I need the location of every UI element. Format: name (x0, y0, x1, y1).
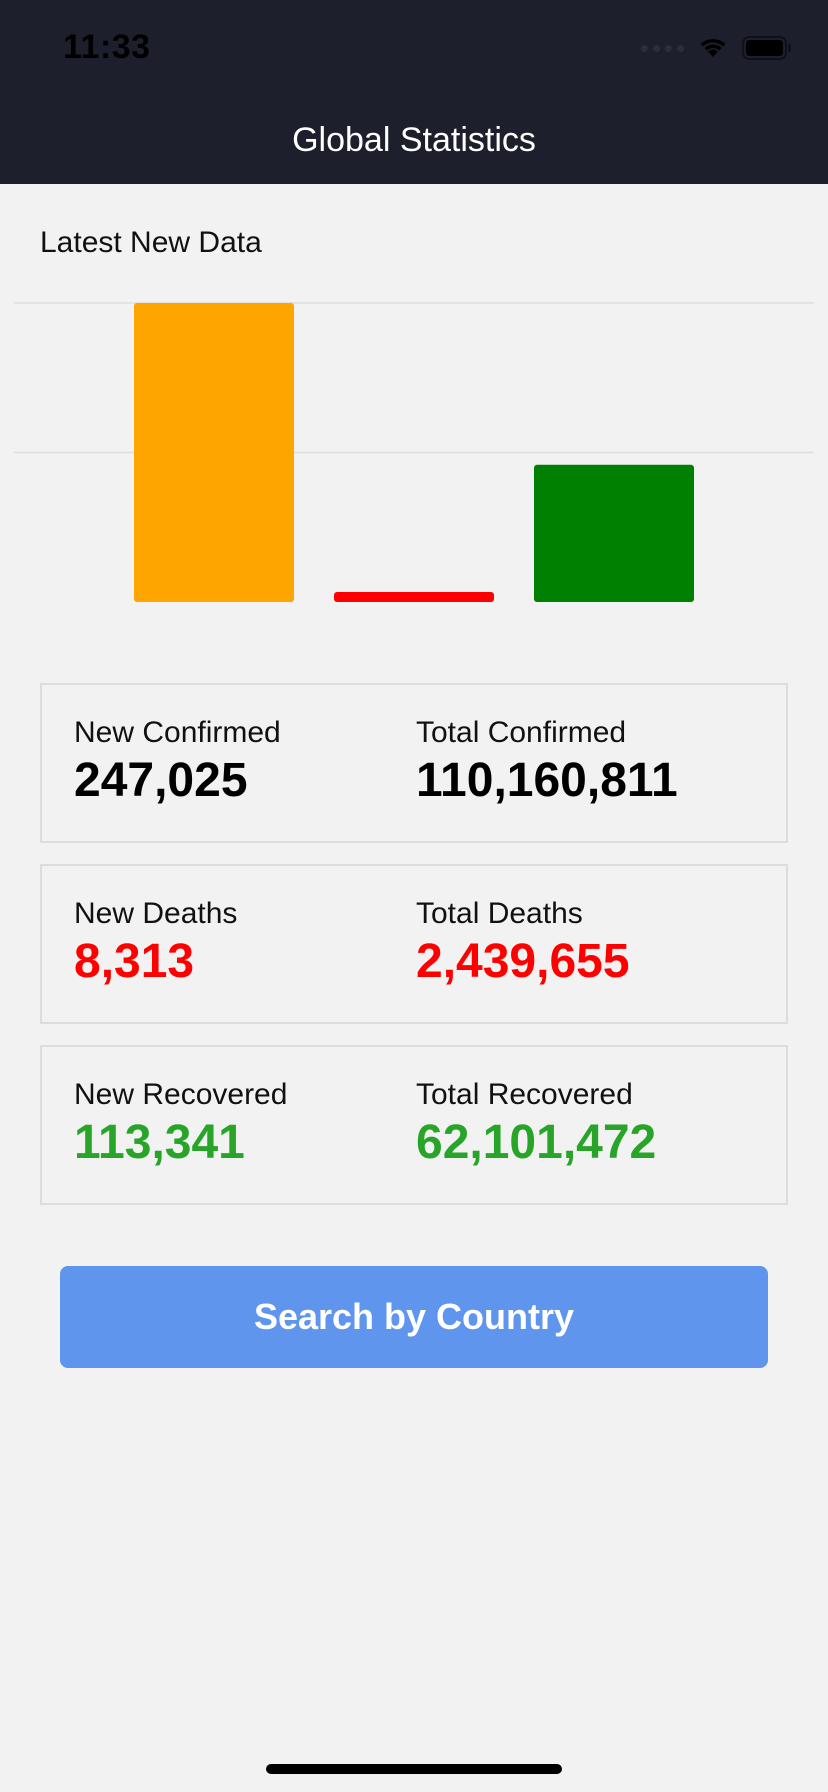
status-time: 11:33 (63, 28, 151, 66)
cellular-signal-icon (641, 44, 684, 52)
page-title: Global Statistics (292, 121, 536, 159)
total-confirmed-block: Total Confirmed 110,160,811 (416, 715, 678, 809)
wifi-icon (700, 38, 726, 57)
total-deaths-block: Total Deaths 2,439,655 (416, 896, 630, 990)
search-by-country-button[interactable]: Search by Country (60, 1266, 768, 1368)
recovered-card: New Recovered 113,341 Total Recovered 62… (40, 1045, 788, 1205)
status-icons (641, 36, 792, 60)
new-data-bar-chart (14, 302, 814, 602)
total-recovered-value: 62,101,472 (416, 1116, 657, 1169)
deaths-card: New Deaths 8,313 Total Deaths 2,439,655 (40, 864, 788, 1024)
section-label: Latest New Data (40, 226, 262, 259)
total-recovered-block: Total Recovered 62,101,472 (416, 1077, 656, 1171)
new-deaths-label: New Deaths (74, 897, 238, 930)
new-deaths-block: New Deaths 8,313 (74, 896, 237, 990)
top-bar: 11:33 Global Statistics (0, 0, 828, 184)
total-recovered-label: Total Recovered (416, 1078, 633, 1111)
chart-bar-new-recovered (534, 464, 694, 602)
battery-icon (742, 36, 791, 60)
new-recovered-value: 113,341 (74, 1116, 245, 1169)
new-recovered-label: New Recovered (74, 1078, 288, 1111)
confirmed-card: New Confirmed 247,025 Total Confirmed 11… (40, 683, 788, 843)
chart-bar-new-deaths (334, 591, 494, 602)
new-recovered-block: New Recovered 113,341 (74, 1077, 287, 1171)
chart-bar-new-confirmed (134, 303, 294, 602)
home-indicator (266, 1764, 562, 1774)
new-confirmed-block: New Confirmed 247,025 (74, 715, 281, 809)
new-deaths-value: 8,313 (74, 935, 195, 988)
new-confirmed-value: 247,025 (74, 754, 248, 807)
new-confirmed-label: New Confirmed (74, 716, 281, 749)
total-confirmed-value: 110,160,811 (416, 754, 678, 807)
total-deaths-value: 2,439,655 (416, 935, 630, 988)
total-deaths-label: Total Deaths (416, 897, 583, 930)
total-confirmed-label: Total Confirmed (416, 716, 627, 749)
